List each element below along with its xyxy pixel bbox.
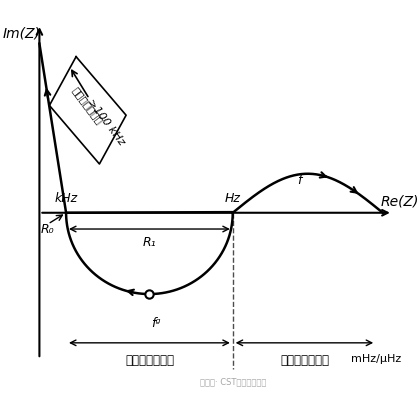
Text: Im(Z): Im(Z) — [2, 27, 40, 41]
Text: R₀: R₀ — [41, 222, 55, 235]
Text: mHz/μHz: mHz/μHz — [351, 354, 401, 364]
Text: Re(Z): Re(Z) — [380, 195, 419, 208]
Text: 有扩散效应堖起: 有扩散效应堖起 — [280, 354, 329, 367]
Text: fᵍ: fᵍ — [151, 317, 161, 330]
Text: 公众号· CST仿真专家之路: 公众号· CST仿真专家之路 — [200, 377, 266, 386]
Text: 有极化效应堖起: 有极化效应堖起 — [125, 354, 174, 367]
Text: f: f — [297, 174, 302, 187]
Text: R₁: R₁ — [143, 235, 156, 248]
Text: kHz: kHz — [55, 192, 78, 205]
Text: Hz: Hz — [225, 192, 241, 205]
Text: >100 kHz: >100 kHz — [86, 97, 126, 147]
Text: 有表肤效应堖起: 有表肤效应堖起 — [71, 85, 105, 126]
